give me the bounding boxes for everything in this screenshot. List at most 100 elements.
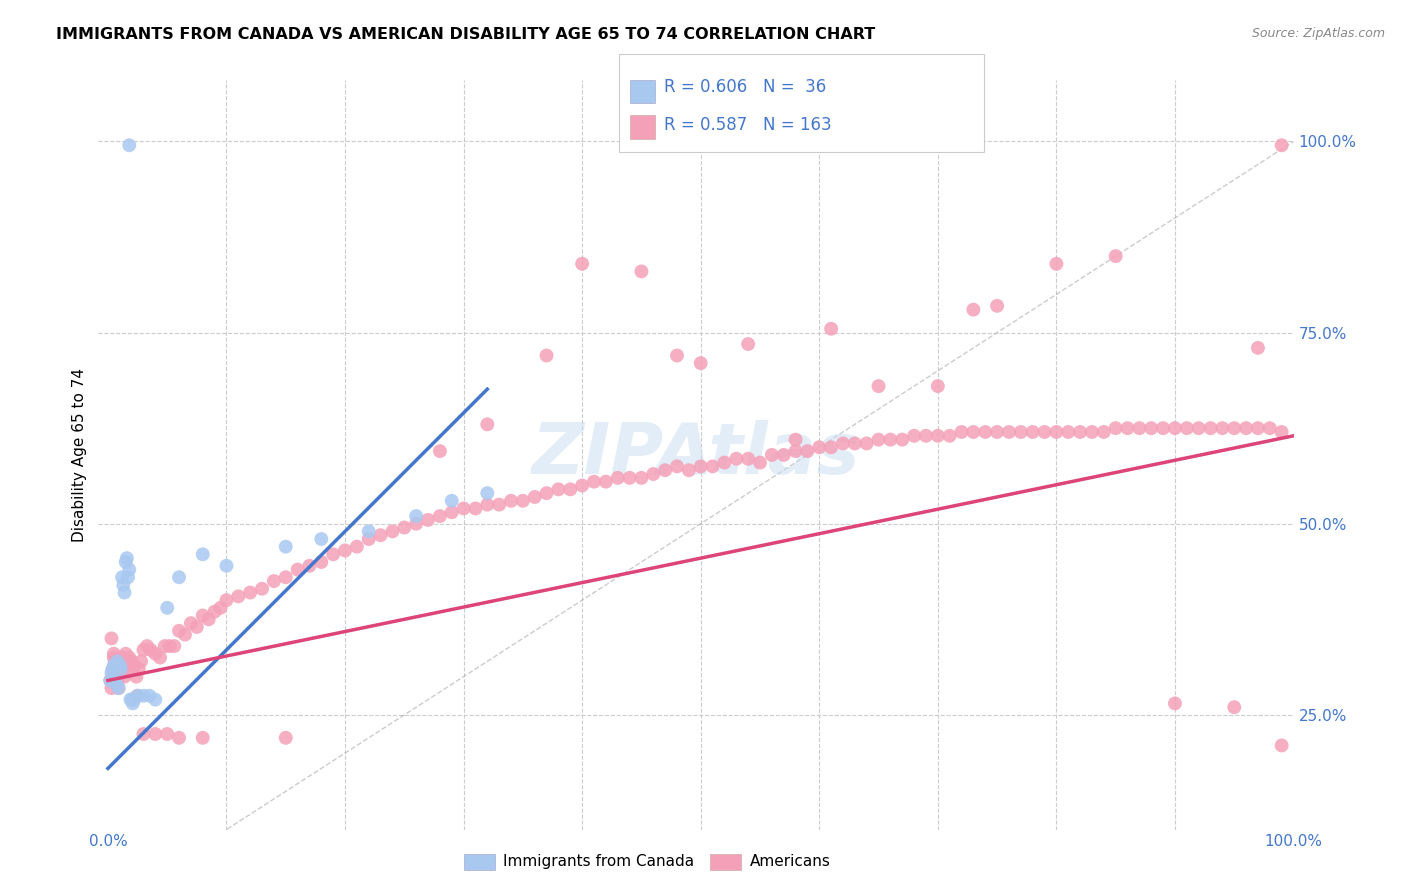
Point	[274, 570, 297, 584]
Point	[136, 639, 159, 653]
Point	[643, 467, 665, 481]
Point	[595, 475, 617, 489]
Point	[107, 681, 129, 695]
Point	[702, 459, 724, 474]
Point	[796, 444, 818, 458]
Point	[105, 673, 128, 688]
Point	[1271, 138, 1294, 153]
Point	[785, 444, 807, 458]
Point	[689, 459, 711, 474]
Point	[808, 440, 831, 454]
Point	[274, 540, 297, 554]
Point	[1105, 421, 1128, 435]
Point	[108, 658, 131, 673]
Point	[820, 322, 842, 336]
Point	[167, 624, 190, 638]
Point	[114, 670, 136, 684]
Point	[128, 662, 150, 676]
Point	[101, 662, 124, 676]
Point	[416, 513, 439, 527]
Point	[713, 456, 735, 470]
Point	[167, 731, 190, 745]
Point	[357, 532, 380, 546]
Text: R = 0.587   N = 163: R = 0.587 N = 163	[664, 116, 831, 134]
Point	[785, 433, 807, 447]
Point	[868, 379, 890, 393]
Point	[121, 654, 143, 668]
Point	[311, 532, 333, 546]
Point	[440, 493, 463, 508]
Point	[104, 654, 127, 668]
Point	[547, 483, 569, 497]
Point	[191, 608, 214, 623]
Point	[107, 681, 129, 695]
Point	[333, 543, 356, 558]
Point	[903, 429, 925, 443]
Point	[1164, 697, 1187, 711]
Point	[429, 509, 451, 524]
Point	[499, 493, 522, 508]
Point	[228, 590, 250, 604]
Text: Source: ZipAtlas.com: Source: ZipAtlas.com	[1251, 27, 1385, 40]
Point	[1057, 425, 1080, 439]
Point	[114, 585, 136, 599]
Point	[1223, 700, 1246, 714]
Point	[523, 490, 546, 504]
Point	[1271, 739, 1294, 753]
Point	[163, 639, 186, 653]
Point	[118, 650, 141, 665]
Point	[112, 578, 135, 592]
Point	[209, 600, 232, 615]
Text: Americans: Americans	[749, 855, 831, 869]
Point	[117, 570, 139, 584]
Point	[153, 639, 176, 653]
Point	[879, 433, 901, 447]
Point	[215, 558, 238, 573]
Point	[571, 257, 593, 271]
Point	[118, 563, 141, 577]
Point	[1175, 421, 1198, 435]
Point	[357, 524, 380, 539]
Point	[772, 448, 794, 462]
Point	[103, 647, 125, 661]
Point	[1223, 421, 1246, 435]
Point	[1247, 341, 1270, 355]
Point	[100, 665, 122, 680]
Point	[117, 662, 139, 676]
Point	[654, 463, 676, 477]
Point	[536, 486, 558, 500]
Point	[405, 516, 427, 531]
Point	[962, 425, 984, 439]
Point	[105, 677, 128, 691]
Point	[560, 483, 582, 497]
Point	[915, 429, 938, 443]
Point	[114, 647, 136, 661]
Point	[381, 524, 404, 539]
Point	[927, 379, 949, 393]
Point	[346, 540, 368, 554]
Point	[159, 639, 181, 653]
Point	[111, 570, 134, 584]
Point	[488, 498, 510, 512]
Point	[1081, 425, 1104, 439]
Point	[1105, 249, 1128, 263]
Point	[844, 436, 866, 450]
Point	[139, 643, 162, 657]
Point	[105, 654, 128, 668]
Point	[737, 337, 759, 351]
Point	[571, 478, 593, 492]
Point	[927, 429, 949, 443]
Point	[749, 456, 772, 470]
Point	[298, 558, 321, 573]
Point	[143, 692, 166, 706]
Point	[394, 520, 416, 534]
Point	[440, 505, 463, 519]
Point	[98, 673, 121, 688]
Point	[868, 433, 890, 447]
Point	[108, 654, 131, 668]
Point	[197, 612, 219, 626]
Text: R = 0.606   N =  36: R = 0.606 N = 36	[664, 78, 825, 96]
Point	[101, 662, 124, 676]
Point	[143, 727, 166, 741]
Point	[111, 650, 134, 665]
